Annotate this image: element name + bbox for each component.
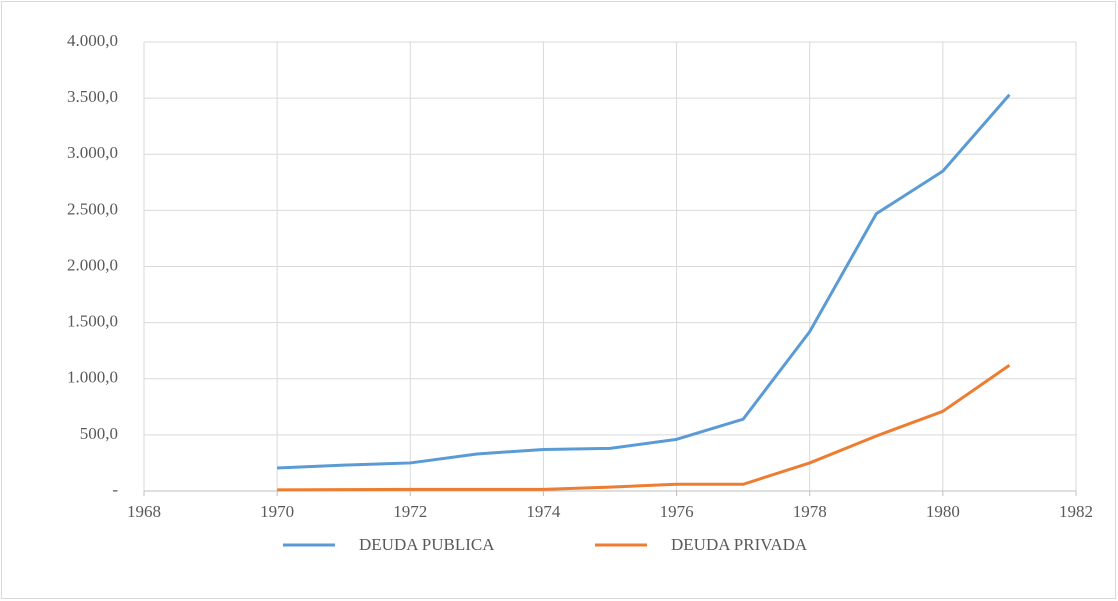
x-tick-label: 1972 [393,502,427,521]
series-line [277,364,1011,492]
y-tick-label: 1.500,0 [67,312,118,331]
x-tick-label: 1968 [127,502,161,521]
y-tick-label: 3.000,0 [67,143,118,162]
legend-label: DEUDA PUBLICA [359,535,495,554]
x-tick-label: 1976 [660,502,694,521]
x-tick-label: 1978 [793,502,827,521]
series-line [277,93,1011,470]
x-tick-label: 1974 [526,502,561,521]
x-tick-label: 1970 [260,502,294,521]
y-tick-label: 4.000,0 [67,31,118,50]
y-tick-label: 2.500,0 [67,199,118,218]
y-tick-label: 1.000,0 [67,368,118,387]
y-tick-label: 2.000,0 [67,255,118,274]
y-tick-label: - [112,480,118,499]
x-tick-label: 1982 [1059,502,1093,521]
x-tick-label: 1980 [926,502,960,521]
y-tick-label: 3.500,0 [67,87,118,106]
legend-label: DEUDA PRIVADA [671,535,808,554]
y-tick-label: 500,0 [80,424,118,443]
